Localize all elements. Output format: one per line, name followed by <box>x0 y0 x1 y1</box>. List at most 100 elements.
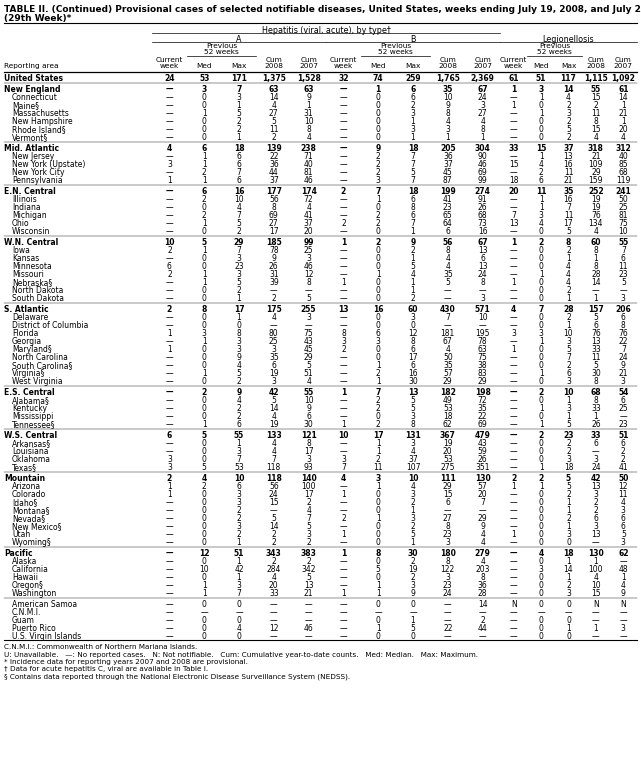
Text: 36: 36 <box>269 160 279 169</box>
Text: —: — <box>340 176 347 185</box>
Text: —: — <box>510 565 517 574</box>
Text: 6: 6 <box>566 369 571 378</box>
Text: 0: 0 <box>237 632 242 641</box>
Text: 4: 4 <box>594 573 598 582</box>
Text: 13: 13 <box>338 305 349 314</box>
Text: 22: 22 <box>443 624 453 633</box>
Text: 0: 0 <box>202 557 206 566</box>
Text: 0: 0 <box>202 286 206 295</box>
Text: 1: 1 <box>566 624 571 633</box>
Text: Illinois: Illinois <box>12 195 37 204</box>
Text: 9: 9 <box>306 93 311 102</box>
Text: 1: 1 <box>341 388 346 397</box>
Text: 195: 195 <box>476 329 490 338</box>
Text: 37: 37 <box>269 176 279 185</box>
Text: 2: 2 <box>411 573 415 582</box>
Text: 0: 0 <box>538 361 544 370</box>
Text: 275: 275 <box>440 463 455 472</box>
Text: 1: 1 <box>566 522 571 531</box>
Text: —: — <box>444 286 452 295</box>
Text: N: N <box>620 600 626 609</box>
Text: 3: 3 <box>445 125 450 134</box>
Text: 133: 133 <box>266 431 281 440</box>
Text: 1: 1 <box>411 616 415 625</box>
Text: Mississippi: Mississippi <box>12 412 53 421</box>
Text: 0: 0 <box>538 600 544 609</box>
Text: 2: 2 <box>306 498 311 507</box>
Text: —: — <box>619 286 627 295</box>
Text: 7: 7 <box>376 388 381 397</box>
Text: Nebraska§: Nebraska§ <box>12 278 53 287</box>
Text: 2: 2 <box>376 369 381 378</box>
Text: 37: 37 <box>408 455 418 464</box>
Text: 159: 159 <box>588 176 603 185</box>
Text: 33: 33 <box>508 144 519 153</box>
Text: 7: 7 <box>237 589 242 598</box>
Text: 0: 0 <box>566 600 571 609</box>
Text: 3: 3 <box>566 109 571 118</box>
Text: Current: Current <box>156 57 183 63</box>
Text: 4: 4 <box>411 482 415 491</box>
Text: 21: 21 <box>591 152 601 161</box>
Text: —: — <box>304 286 312 295</box>
Text: Georgia: Georgia <box>12 337 42 346</box>
Text: 67: 67 <box>478 85 488 94</box>
Text: 25: 25 <box>304 246 313 255</box>
Text: 10: 10 <box>408 474 418 483</box>
Text: 53: 53 <box>199 74 210 83</box>
Text: 36: 36 <box>443 152 453 161</box>
Text: 304: 304 <box>475 144 490 153</box>
Text: —: — <box>270 286 278 295</box>
Text: 0: 0 <box>538 581 544 590</box>
Text: 68: 68 <box>478 211 487 220</box>
Text: 14: 14 <box>478 600 487 609</box>
Text: 3: 3 <box>167 160 172 169</box>
Text: —: — <box>592 616 600 625</box>
Text: 9: 9 <box>237 353 242 362</box>
Text: 55: 55 <box>234 431 244 440</box>
Text: Cum: Cum <box>439 57 456 63</box>
Text: 3: 3 <box>411 581 415 590</box>
Text: 14: 14 <box>269 522 279 531</box>
Text: —: — <box>510 246 517 255</box>
Text: 2007: 2007 <box>614 63 633 69</box>
Text: —: — <box>165 377 173 386</box>
Text: Tennessee§: Tennessee§ <box>12 420 56 429</box>
Text: 13: 13 <box>478 262 487 271</box>
Text: 0: 0 <box>538 624 544 633</box>
Text: 0: 0 <box>538 262 544 271</box>
Text: 206: 206 <box>615 305 631 314</box>
Text: 0: 0 <box>202 600 206 609</box>
Text: 59: 59 <box>478 447 487 456</box>
Text: —: — <box>340 168 347 177</box>
Text: New Hampshire: New Hampshire <box>12 117 72 126</box>
Text: week: week <box>504 63 523 69</box>
Text: 1: 1 <box>512 101 516 110</box>
Text: 2: 2 <box>271 557 276 566</box>
Text: 284: 284 <box>267 565 281 574</box>
Text: 0: 0 <box>376 227 381 236</box>
Text: 13: 13 <box>304 581 313 590</box>
Text: 1: 1 <box>376 482 381 491</box>
Text: 6: 6 <box>306 412 311 421</box>
Text: 68: 68 <box>590 388 601 397</box>
Text: 0: 0 <box>376 345 381 354</box>
Text: —: — <box>165 85 173 94</box>
Text: 14: 14 <box>619 93 628 102</box>
Text: Cum: Cum <box>474 57 491 63</box>
Text: 1: 1 <box>202 420 206 429</box>
Text: 205: 205 <box>440 144 456 153</box>
Text: 0: 0 <box>202 361 206 370</box>
Text: 45: 45 <box>304 345 313 354</box>
Text: 259: 259 <box>405 74 420 83</box>
Text: 35: 35 <box>269 353 279 362</box>
Text: 19: 19 <box>269 420 279 429</box>
Text: 4: 4 <box>237 624 242 633</box>
Text: 0: 0 <box>202 573 206 582</box>
Text: 4: 4 <box>621 581 626 590</box>
Text: —: — <box>340 573 347 582</box>
Text: week: week <box>160 63 179 69</box>
Text: 11: 11 <box>591 109 601 118</box>
Text: 46: 46 <box>304 176 313 185</box>
Text: 2008: 2008 <box>438 63 457 69</box>
